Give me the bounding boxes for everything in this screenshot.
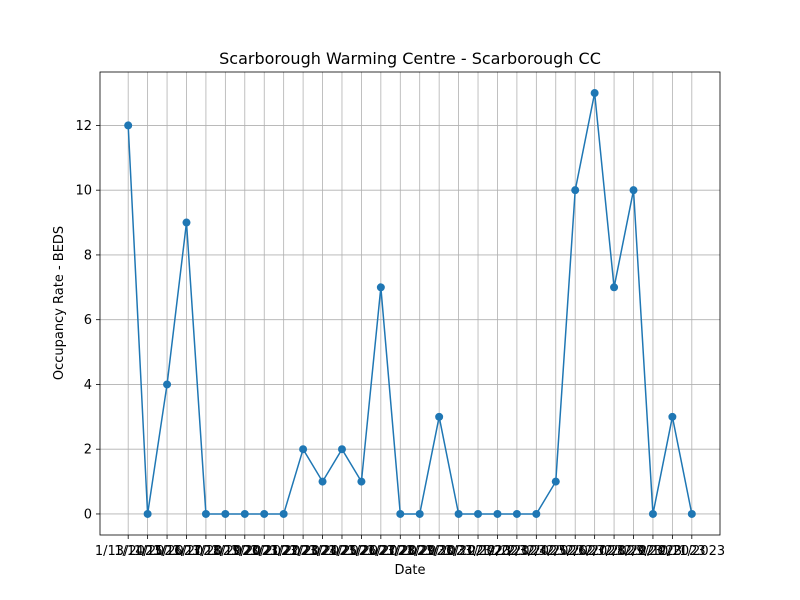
x-tick-label: 1/21/2023 (250, 544, 317, 559)
x-tick-label: 1/19/2023 (211, 544, 278, 559)
data-point (337, 445, 346, 454)
x-tick-label: 1/26/2023 (348, 544, 415, 559)
data-point (493, 509, 502, 518)
x-tick-label: 2/2/2023 (488, 544, 546, 559)
data-point (474, 509, 483, 518)
data-point (532, 509, 541, 518)
data-point (221, 509, 230, 518)
x-tick-label: 1/30/2023 (425, 544, 492, 559)
x-tick-label: 1/13/2023 (95, 544, 162, 559)
data-point (279, 509, 288, 518)
data-point (357, 477, 366, 486)
data-point (512, 509, 521, 518)
x-tick-label: 1/16/2023 (153, 544, 220, 559)
data-point (396, 509, 405, 518)
x-tick-label: 2/5/2023 (546, 544, 604, 559)
x-tick-label: 2/9/2023 (624, 544, 682, 559)
data-point (629, 186, 638, 195)
y-tick-label: 6 (84, 313, 92, 328)
data-point (590, 89, 599, 98)
data-line (127, 92, 693, 515)
data-point (551, 477, 560, 486)
x-tick-label: 2/7/2023 (585, 544, 643, 559)
y-axis-label: Occupancy Rate - BEDS (52, 226, 67, 380)
data-point (299, 445, 308, 454)
x-tick-label: 1/20/2023 (231, 544, 298, 559)
x-tick-label: 1/15/2023 (134, 544, 201, 559)
data-point (163, 380, 172, 389)
data-point (454, 509, 463, 518)
x-axis-label: Date (394, 563, 425, 578)
plot-frame (99, 71, 721, 536)
x-tick-label: 1/31/2023 (445, 544, 512, 559)
y-tick-label: 4 (84, 378, 92, 393)
data-point (376, 283, 385, 292)
data-point (143, 509, 152, 518)
data-point (571, 186, 580, 195)
data-point (648, 509, 657, 518)
y-tick-label: 0 (84, 507, 92, 522)
data-point (318, 477, 327, 486)
x-tick-label: 2/4/2023 (527, 544, 585, 559)
x-tick-label: 1/27/2023 (367, 544, 434, 559)
y-tick-label: 10 (75, 184, 92, 199)
x-tick-label: 2/11/2023 (658, 544, 725, 559)
x-tick-label: 2/6/2023 (565, 544, 623, 559)
data-point (240, 509, 249, 518)
data-point (260, 509, 269, 518)
data-point (201, 509, 210, 518)
x-tick-label: 2/10/2023 (639, 544, 706, 559)
data-point (435, 412, 444, 421)
x-tick-label: 1/14/2023 (114, 544, 181, 559)
x-tick-label: 1/25/2023 (328, 544, 395, 559)
y-tick-label: 2 (84, 443, 92, 458)
x-tick-label: 1/22/2023 (270, 544, 337, 559)
x-tick-label: 1/28/2023 (386, 544, 453, 559)
data-point (182, 218, 191, 227)
data-point (687, 509, 696, 518)
x-tick-label: 2/3/2023 (507, 544, 565, 559)
chart-title: Scarborough Warming Centre - Scarborough… (219, 49, 601, 68)
data-point (610, 283, 619, 292)
x-tick-label: 1/29/2023 (406, 544, 473, 559)
data-point (124, 121, 133, 130)
x-tick-label: 1/24/2023 (309, 544, 376, 559)
data-point (668, 412, 677, 421)
x-tick-label: 2/8/2023 (604, 544, 662, 559)
x-tick-label: 1/18/2023 (192, 544, 259, 559)
data-point (415, 509, 424, 518)
x-tick-label: 2/1/2023 (468, 544, 526, 559)
y-tick-label: 8 (84, 248, 92, 263)
x-tick-label: 1/17/2023 (173, 544, 240, 559)
x-tick-label: 1/23/2023 (289, 544, 356, 559)
y-tick-label: 12 (75, 119, 92, 134)
